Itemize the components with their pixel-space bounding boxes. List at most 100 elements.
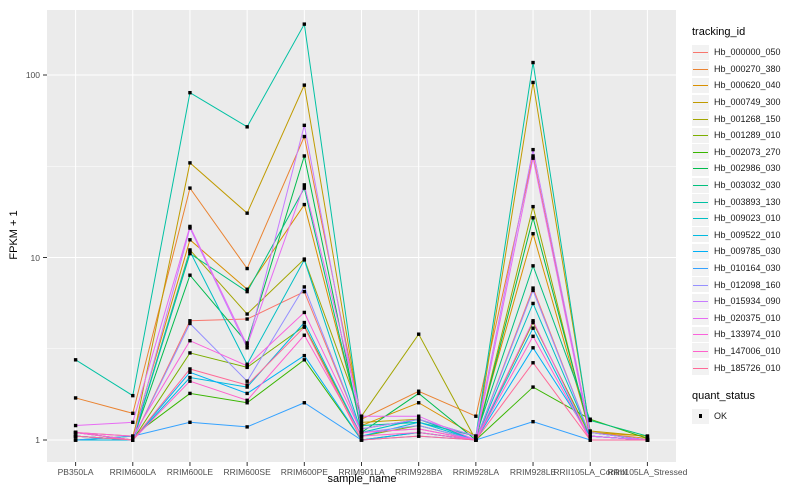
data-point <box>73 434 78 438</box>
data-point <box>245 364 249 368</box>
data-point <box>359 427 364 431</box>
legend-key-line-icon <box>692 111 709 127</box>
data-point <box>416 417 421 421</box>
legend-item: Hb_000000_050 <box>692 44 800 61</box>
legend-key-line-icon <box>692 343 709 359</box>
data-point <box>359 420 364 425</box>
legend-key-point-icon <box>692 408 709 424</box>
legend-item-label: Hb_009785_030 <box>714 246 781 257</box>
legend-item-label: Hb_002986_030 <box>714 163 781 174</box>
legend-tracking-items: Hb_000000_050 Hb_000270_380 Hb_000620_040 H… <box>692 44 800 376</box>
x-axis-title: sample_name <box>327 473 397 485</box>
x-tick-label: RRII105LA_Control <box>553 467 628 477</box>
data-point <box>359 434 364 438</box>
legend-title-quant-status: quant_status <box>692 389 755 402</box>
data-point <box>531 319 535 323</box>
x-tick-label: RRIM600SE <box>223 467 271 477</box>
data-point <box>531 288 535 293</box>
data-point <box>245 211 249 215</box>
data-point <box>416 391 421 396</box>
legend-item: Hb_000620_040 <box>692 77 800 94</box>
legend-item: Hb_003893_130 <box>692 193 800 210</box>
data-point <box>416 427 421 431</box>
data-point <box>302 202 307 207</box>
data-point <box>188 161 192 165</box>
legend-key-line-icon <box>692 260 709 276</box>
legend-item-label: OK <box>714 411 728 422</box>
data-point <box>188 379 192 383</box>
data-point <box>188 367 192 371</box>
legend-key-line-icon <box>692 160 709 176</box>
data-point <box>531 286 535 290</box>
data-point <box>188 90 192 95</box>
legend-item-label: Hb_009023_010 <box>714 213 781 224</box>
data-point <box>645 434 650 438</box>
data-point <box>531 204 535 209</box>
data-point <box>359 414 364 418</box>
data-point <box>131 438 135 442</box>
legend-item-label: Hb_133974_010 <box>714 329 781 340</box>
data-point <box>302 258 307 262</box>
legend-item-label: Hb_000749_300 <box>714 97 781 108</box>
x-tick-label: RRII105LA_Stressed <box>607 467 688 477</box>
data-point <box>245 385 249 389</box>
legend-item: Hb_000749_300 <box>692 94 800 111</box>
x-tick-label: RRIM600LE <box>166 467 214 477</box>
data-point <box>416 434 421 438</box>
data-point <box>531 334 535 339</box>
data-point <box>531 216 535 220</box>
legend-item: Hb_001289_010 <box>692 127 800 144</box>
legend-item-label: Hb_009522_010 <box>714 229 781 240</box>
legend-key-line-icon <box>692 310 709 326</box>
x-tick-label: RRIM928LA <box>452 467 500 477</box>
legend-item-label: Hb_000270_380 <box>714 63 781 74</box>
legend-key-line-icon <box>692 227 709 243</box>
data-point <box>416 420 421 425</box>
data-point <box>531 60 535 65</box>
legend-item: Hb_000270_380 <box>692 61 800 78</box>
legend-item: Hb_015934_090 <box>692 293 800 310</box>
data-point <box>359 417 364 421</box>
data-point <box>73 423 78 428</box>
data-point <box>131 434 135 438</box>
data-point <box>359 423 364 428</box>
legend-item: Hb_147006_010 <box>692 343 800 360</box>
data-point <box>588 430 592 435</box>
data-point <box>73 438 78 442</box>
legend-item: Hb_009522_010 <box>692 227 800 244</box>
data-point <box>188 238 192 242</box>
data-point <box>416 401 421 405</box>
x-tick-label: RRIM928BA <box>395 467 443 477</box>
data-point <box>531 80 535 85</box>
data-point <box>302 134 307 139</box>
data-point <box>531 264 535 268</box>
legend-key-line-icon <box>692 127 709 143</box>
legend-item: OK <box>692 408 800 425</box>
data-point <box>188 251 192 256</box>
data-point <box>188 186 192 190</box>
data-point <box>531 154 535 158</box>
data-point <box>73 358 78 362</box>
legend-item: Hb_009023_010 <box>692 210 800 227</box>
data-point <box>245 398 249 403</box>
legend-item-label: Hb_001268_150 <box>714 113 781 124</box>
data-point <box>188 339 192 343</box>
legend-item-label: Hb_020375_010 <box>714 312 781 323</box>
legend-key-line-icon <box>692 293 709 309</box>
data-point <box>302 333 307 337</box>
legend-item-label: Hb_002073_270 <box>714 146 781 157</box>
data-point <box>245 343 249 348</box>
legend-item-label: Hb_000620_040 <box>714 80 781 91</box>
data-point <box>188 420 192 425</box>
legend-quant-items: OK <box>692 408 800 425</box>
legend-item: Hb_002986_030 <box>692 160 800 177</box>
data-point <box>188 375 192 380</box>
data-point <box>302 123 307 128</box>
data-point <box>245 346 249 350</box>
data-point <box>416 414 421 418</box>
data-point <box>531 346 535 350</box>
data-point <box>531 361 535 365</box>
data-point <box>188 249 192 254</box>
data-point <box>188 351 192 355</box>
